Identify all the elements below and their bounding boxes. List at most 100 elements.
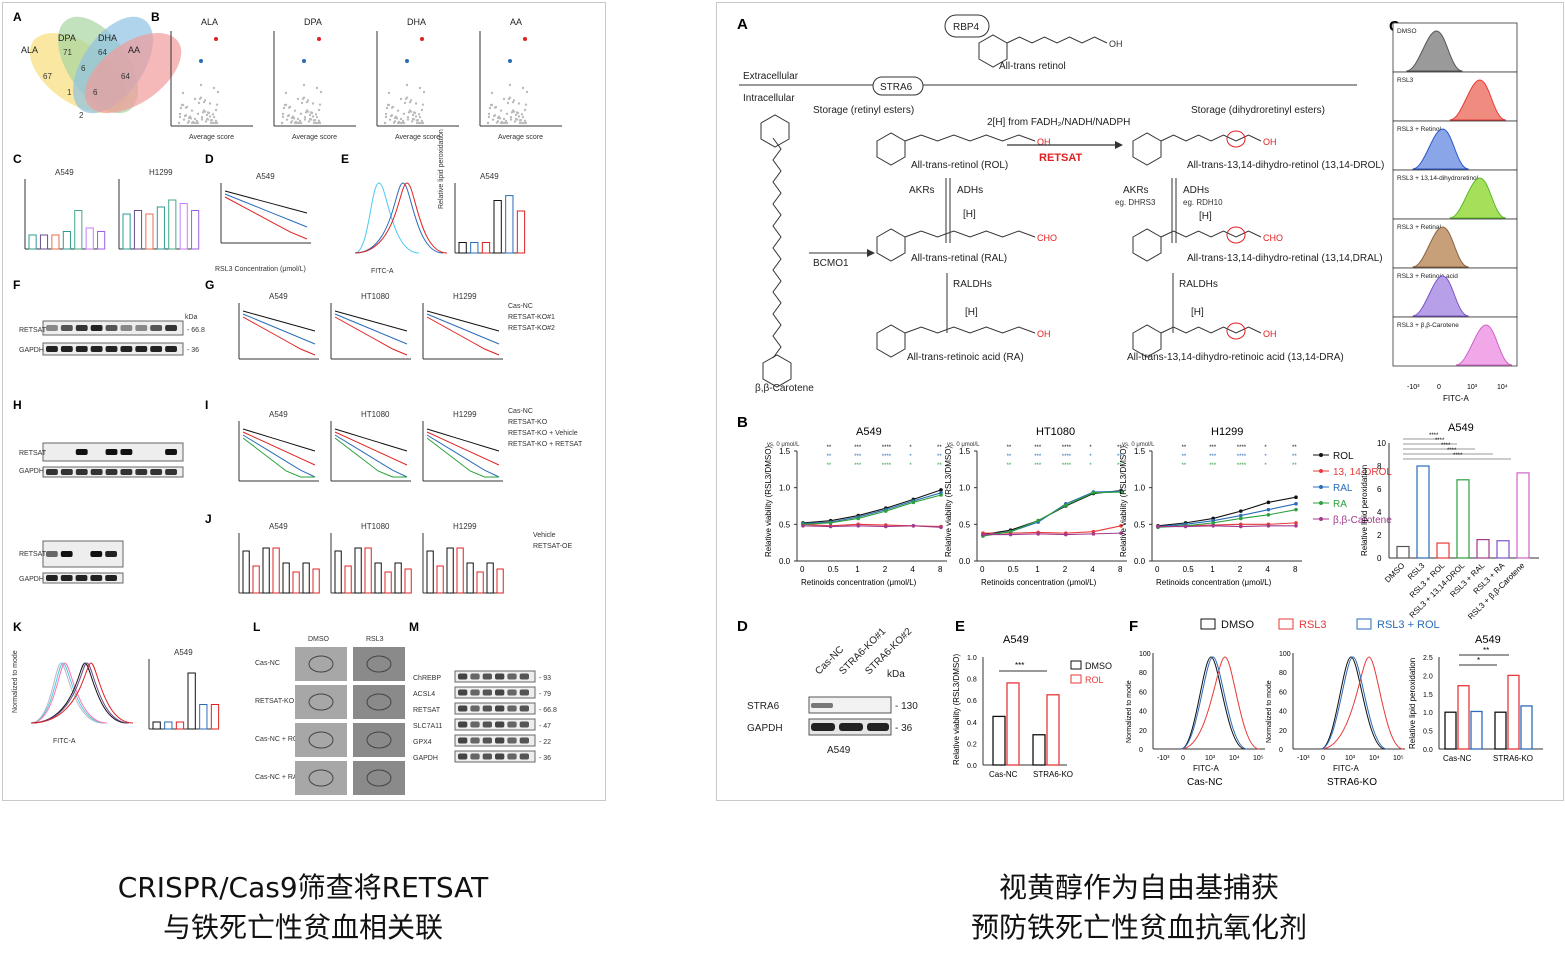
b-bar	[1496, 540, 1510, 559]
mini-bar	[516, 210, 526, 254]
em-image	[353, 647, 405, 681]
volcano-point	[202, 100, 206, 104]
k-histogram-curve	[30, 662, 130, 724]
panel-b-sig: ***	[854, 454, 862, 460]
mini-bar	[496, 568, 504, 594]
m-mw: - 47	[539, 723, 551, 730]
panel-b-sig: ***	[854, 445, 862, 451]
panel-b-series-line	[1157, 503, 1297, 528]
b-bar-sig: ****	[1447, 448, 1457, 454]
blot-band	[60, 325, 73, 331]
volcano-point	[213, 121, 217, 125]
e-ytick: 0.6	[967, 698, 977, 705]
volcano-hit	[199, 59, 203, 63]
volcano-point	[498, 117, 502, 120]
blot-band	[470, 689, 480, 696]
volcano-point	[411, 113, 415, 117]
venn-n-aa: 64	[121, 72, 130, 81]
e-legend-swatch	[1070, 660, 1082, 670]
mini-bar	[85, 227, 94, 250]
panel-b-xtick: 2	[1063, 565, 1068, 574]
e-bar	[1032, 734, 1046, 766]
em-image	[353, 761, 405, 795]
volcano-point	[303, 118, 307, 121]
panel-b-sig: ***	[1034, 445, 1042, 451]
blot-band	[105, 325, 118, 331]
b-bar-sig: ****	[1429, 433, 1439, 439]
e-ytick: 1.0	[967, 655, 977, 662]
molecule-group: OH	[1263, 137, 1277, 147]
volcano-point	[502, 117, 506, 121]
b-bar	[1456, 479, 1470, 559]
volcano-point	[409, 110, 413, 113]
volcano-point	[309, 118, 313, 121]
panel-c-row-label: RSL3 + 13,14-dihydroretinol	[1397, 175, 1479, 182]
molecule-ring	[1132, 228, 1162, 262]
blot-band	[519, 689, 529, 696]
f-ytick: 80	[1279, 670, 1287, 677]
left-figure: A B C D E F G H I J K L M ALA DPA DHA AA 67 71 64 64…	[2, 2, 606, 801]
volcano-point	[293, 109, 297, 112]
volcano-point	[504, 119, 508, 123]
e-category: STRA6-KO	[1033, 770, 1073, 779]
blot-band	[120, 325, 133, 331]
bcmo1-label: BCMO1	[813, 258, 849, 269]
blot-band	[507, 753, 517, 760]
panel-b-xtick: 0	[800, 565, 805, 574]
em-mitochondrion	[308, 731, 334, 749]
mini-chart-series	[334, 428, 408, 452]
mini-chart-title: A549	[269, 292, 288, 301]
volcano-point	[512, 110, 516, 113]
mini-bar	[97, 231, 106, 250]
e-legend-label: DMSO	[1085, 661, 1112, 671]
volcano-point	[396, 109, 400, 112]
d-cell: A549	[827, 745, 851, 756]
volcano-point	[520, 121, 524, 125]
panel-f: DMSO RSL3 RSL3 + ROL 0 20 40 60 80 100 -10³ 0 10³ 10…	[1126, 618, 1543, 788]
k-ylabel: Normalized to mode	[12, 650, 19, 713]
e-title: A549	[1003, 634, 1029, 646]
f-bar-ytick: 1.0	[1423, 710, 1433, 717]
blot-band	[150, 469, 163, 475]
intracellular-label: Intracellular	[743, 93, 795, 104]
blot-band	[507, 705, 517, 712]
volcano-point	[203, 99, 207, 102]
blot-band	[120, 449, 133, 455]
right-figure-svg: A B D E F C Extracellular Intracellular …	[737, 14, 1543, 788]
mini-bar	[179, 203, 188, 250]
f-ytick: 60	[1279, 689, 1287, 696]
volcano-xlabel: Average score	[498, 134, 543, 141]
volcano-point	[207, 111, 211, 115]
mini-bar	[394, 562, 402, 594]
mini-bar	[282, 562, 290, 594]
volcano-point	[205, 113, 209, 117]
panel-b-ytick: 0.0	[779, 557, 791, 566]
panel-letter-d: D	[205, 152, 214, 166]
volcano-point	[181, 103, 185, 107]
panel-b-sig: **	[1182, 463, 1187, 469]
ra-label: All-trans-retinoic acid (RA)	[907, 352, 1024, 363]
mini-bar	[374, 562, 382, 594]
molecule-ring	[1132, 132, 1162, 166]
volcano-point	[384, 112, 388, 116]
volcano-point	[396, 121, 400, 125]
l-row-label: Cas-NC + RA	[255, 774, 298, 781]
molecule-ring	[876, 324, 906, 358]
b-bar-ytick: 0	[1377, 554, 1382, 563]
blot-band	[495, 737, 505, 744]
volcano-point	[508, 83, 512, 87]
volcano-point	[284, 91, 288, 95]
volcano-point	[316, 121, 320, 125]
f-histogram-curve	[1180, 656, 1248, 750]
oe-gapdh: GAPDH	[19, 576, 44, 583]
volcano-point	[296, 117, 300, 121]
volcano-point	[519, 118, 523, 122]
panel-b-xtick: 2	[883, 565, 888, 574]
d-mw2: - 36	[895, 723, 913, 734]
mini-chart-series	[426, 316, 500, 356]
volcano-point	[496, 120, 500, 123]
mini-chart-series	[426, 431, 500, 466]
blot-band	[495, 689, 505, 696]
panel-b-series-line	[983, 525, 1122, 534]
k-histogram-curve	[30, 662, 128, 724]
